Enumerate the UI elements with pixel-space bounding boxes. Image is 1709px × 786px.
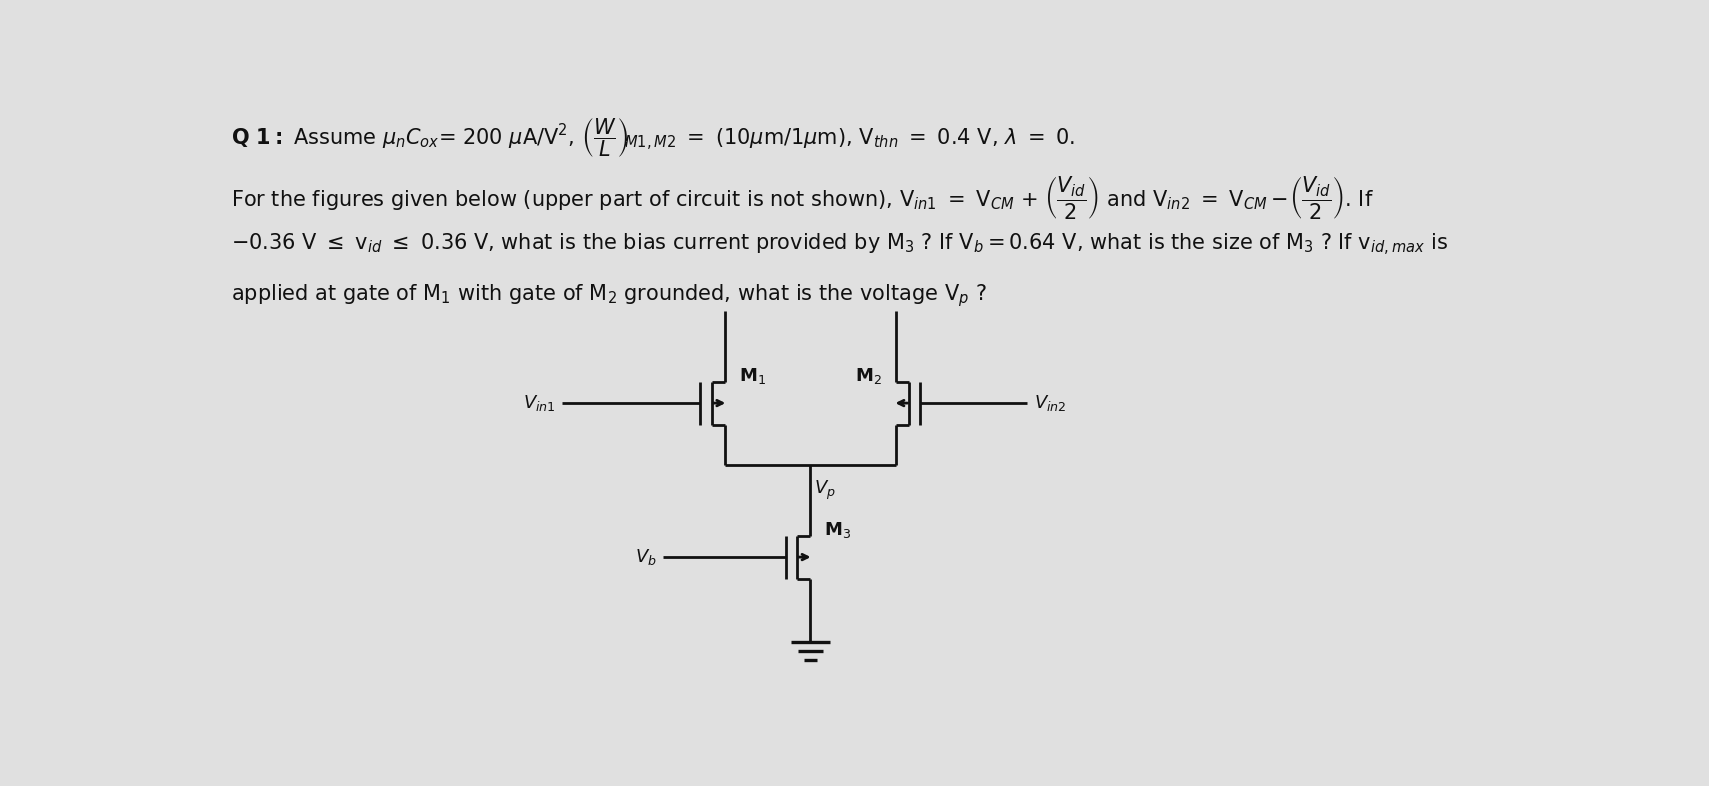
Text: M$_2$: M$_2$ <box>854 366 882 386</box>
Text: V$_{in2}$: V$_{in2}$ <box>1034 393 1066 413</box>
Text: V$_p$: V$_p$ <box>813 479 836 501</box>
Text: M$_1$: M$_1$ <box>738 366 766 386</box>
Text: For the figures given below (upper part of circuit is not shown), V$_{in1}$ $=$ : For the figures given below (upper part … <box>231 174 1374 222</box>
Text: V$_b$: V$_b$ <box>636 547 656 567</box>
Text: applied at gate of M$_1$ with gate of M$_2$ grounded, what is the voltage V$_p$ : applied at gate of M$_1$ with gate of M$… <box>231 282 986 309</box>
Text: $-$0.36 V $\leq$ v$_{id}$ $\leq$ 0.36 V, what is the bias current provided by M$: $-$0.36 V $\leq$ v$_{id}$ $\leq$ 0.36 V,… <box>231 231 1448 258</box>
Text: V$_{in1}$: V$_{in1}$ <box>523 393 555 413</box>
Text: M$_3$: M$_3$ <box>824 520 851 540</box>
Text: $\mathbf{Q\ 1:}$ Assume $\mu_nC_{ox}$= 200 $\mu$A/V$^2$, $\left(\dfrac{W}{L}\rig: $\mathbf{Q\ 1:}$ Assume $\mu_nC_{ox}$= 2… <box>231 116 1075 159</box>
